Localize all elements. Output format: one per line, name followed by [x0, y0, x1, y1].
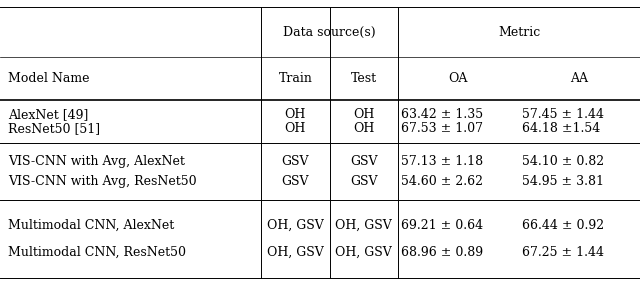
Text: GSV: GSV — [350, 155, 378, 168]
Text: ResNet50 [51]: ResNet50 [51] — [8, 123, 100, 135]
Text: Model Name: Model Name — [8, 72, 89, 85]
Text: Metric: Metric — [498, 26, 540, 38]
Text: OH: OH — [285, 108, 306, 121]
Text: GSV: GSV — [282, 155, 309, 168]
Text: OH: OH — [285, 123, 306, 135]
Text: 54.60 ± 2.62: 54.60 ± 2.62 — [401, 175, 483, 188]
Text: 68.96 ± 0.89: 68.96 ± 0.89 — [401, 246, 483, 259]
Text: 66.44 ± 0.92: 66.44 ± 0.92 — [522, 219, 604, 232]
Text: GSV: GSV — [350, 175, 378, 188]
Text: Multimodal CNN, AlexNet: Multimodal CNN, AlexNet — [8, 219, 174, 232]
Text: GSV: GSV — [282, 175, 309, 188]
Text: VIS-CNN with Avg, ResNet50: VIS-CNN with Avg, ResNet50 — [8, 175, 196, 188]
Text: OH: OH — [353, 108, 374, 121]
Text: OH, GSV: OH, GSV — [267, 246, 324, 259]
Text: Test: Test — [351, 72, 377, 85]
Text: OH, GSV: OH, GSV — [267, 219, 324, 232]
Text: AA: AA — [570, 72, 588, 85]
Text: Multimodal CNN, ResNet50: Multimodal CNN, ResNet50 — [8, 246, 186, 259]
Text: VIS-CNN with Avg, AlexNet: VIS-CNN with Avg, AlexNet — [8, 155, 184, 168]
Text: OH: OH — [353, 123, 374, 135]
Text: OH, GSV: OH, GSV — [335, 219, 392, 232]
Text: 54.95 ± 3.81: 54.95 ± 3.81 — [522, 175, 604, 188]
Text: 69.21 ± 0.64: 69.21 ± 0.64 — [401, 219, 483, 232]
Text: OH, GSV: OH, GSV — [335, 246, 392, 259]
Text: 67.25 ± 1.44: 67.25 ± 1.44 — [522, 246, 604, 259]
Text: 64.18 ±1.54: 64.18 ±1.54 — [522, 123, 600, 135]
Text: 63.42 ± 1.35: 63.42 ± 1.35 — [401, 108, 483, 121]
Text: 67.53 ± 1.07: 67.53 ± 1.07 — [401, 123, 483, 135]
Text: 54.10 ± 0.82: 54.10 ± 0.82 — [522, 155, 604, 168]
Text: 57.13 ± 1.18: 57.13 ± 1.18 — [401, 155, 483, 168]
Text: Train: Train — [278, 72, 312, 85]
Text: 57.45 ± 1.44: 57.45 ± 1.44 — [522, 108, 604, 121]
Text: OA: OA — [449, 72, 468, 85]
Text: Data source(s): Data source(s) — [284, 26, 376, 38]
Text: AlexNet [49]: AlexNet [49] — [8, 108, 88, 121]
